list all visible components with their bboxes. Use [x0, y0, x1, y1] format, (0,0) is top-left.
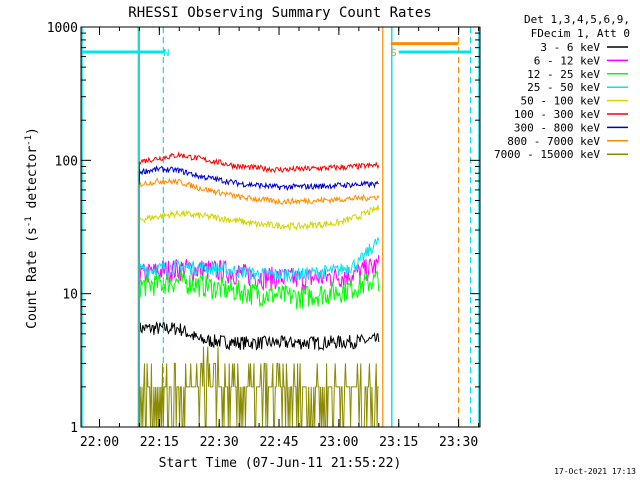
x-tick-label: 23:15 [379, 435, 418, 450]
legend-label-100-300-kev: 100 - 300 keV [514, 108, 600, 121]
y-axis-label-end: ) [25, 127, 40, 135]
plot-frame [80, 26, 481, 428]
x-axis-label: Start Time (07-Jun-11 21:55:22) [159, 456, 402, 471]
annotation-s: S [391, 48, 397, 59]
legend-header-line-1: Det 1,3,4,5,6,9, [524, 13, 630, 26]
axis-ticks: 22:00 22:15 22:30 22:45 23:00 23:15 23:30 1 10 10… [47, 21, 480, 450]
x-tick-label: 23:00 [319, 435, 358, 450]
x-tick-label: 22:15 [140, 435, 179, 450]
x-tick-label: 22:00 [80, 435, 119, 450]
y-tick-label: 1 [70, 421, 78, 436]
series-line-6-12-kev [138, 255, 380, 292]
legend-label-7000-15000-kev: 7000 - 15000 keV [494, 148, 600, 161]
series-line-7000-15000-kev [139, 346, 379, 428]
annotation-n: N [163, 48, 169, 59]
series-line-100-300-kev [139, 151, 380, 174]
y-axis-label: Count Rate (s-1 detector-1) [24, 127, 40, 329]
x-tick-label: 23:30 [439, 435, 478, 450]
chart-title: RHESSI Observing Summary Count Rates [128, 5, 431, 21]
series-line-50-100-kev [138, 204, 380, 232]
axes: RHESSI Observing Summary Count Rates Sta… [24, 5, 481, 471]
legend-label-12-25-kev: 12 - 25 keV [527, 68, 600, 81]
y-tick-label: 10 [62, 288, 78, 303]
legend: Det 1,3,4,5,6,9, FDecim 1, Att 0 3 - 6 k… [494, 13, 630, 161]
legend-label-6-12-kev: 6 - 12 keV [534, 54, 601, 67]
x-tick-label: 22:30 [200, 435, 239, 450]
y-tick-label: 100 [55, 154, 78, 169]
x-tick-label: 22:45 [259, 435, 298, 450]
series-line-800-7000-kev [139, 177, 380, 206]
series-line-3-6-kev [138, 321, 380, 352]
timestamp: 17-Oct-2021 17:13 [554, 467, 636, 476]
series-layer [138, 151, 380, 428]
legend-label-3-6-kev: 3 - 6 keV [540, 41, 600, 54]
series-line-12-25-kev [138, 270, 380, 310]
y-axis-label-main: Count Rate (s [25, 227, 40, 329]
legend-label-800-7000-kev: 800 - 7000 keV [507, 135, 600, 148]
legend-header-line-2: FDecim 1, Att 0 [531, 27, 630, 40]
y-axis-label-sup1: -1 [24, 216, 34, 227]
legend-label-25-50-kev: 25 - 50 keV [527, 81, 600, 94]
y-axis-label-mid: detector [25, 146, 40, 217]
legend-label-300-800-kev: 300 - 800 keV [514, 121, 600, 134]
legend-label-50-100-kev: 50 - 100 keV [521, 95, 601, 108]
y-tick-label: 1000 [47, 21, 78, 36]
series-line-25-50-kev [138, 237, 380, 284]
y-axis-label-sup2: -1 [24, 135, 34, 146]
series-line-300-800-kev [138, 165, 379, 192]
